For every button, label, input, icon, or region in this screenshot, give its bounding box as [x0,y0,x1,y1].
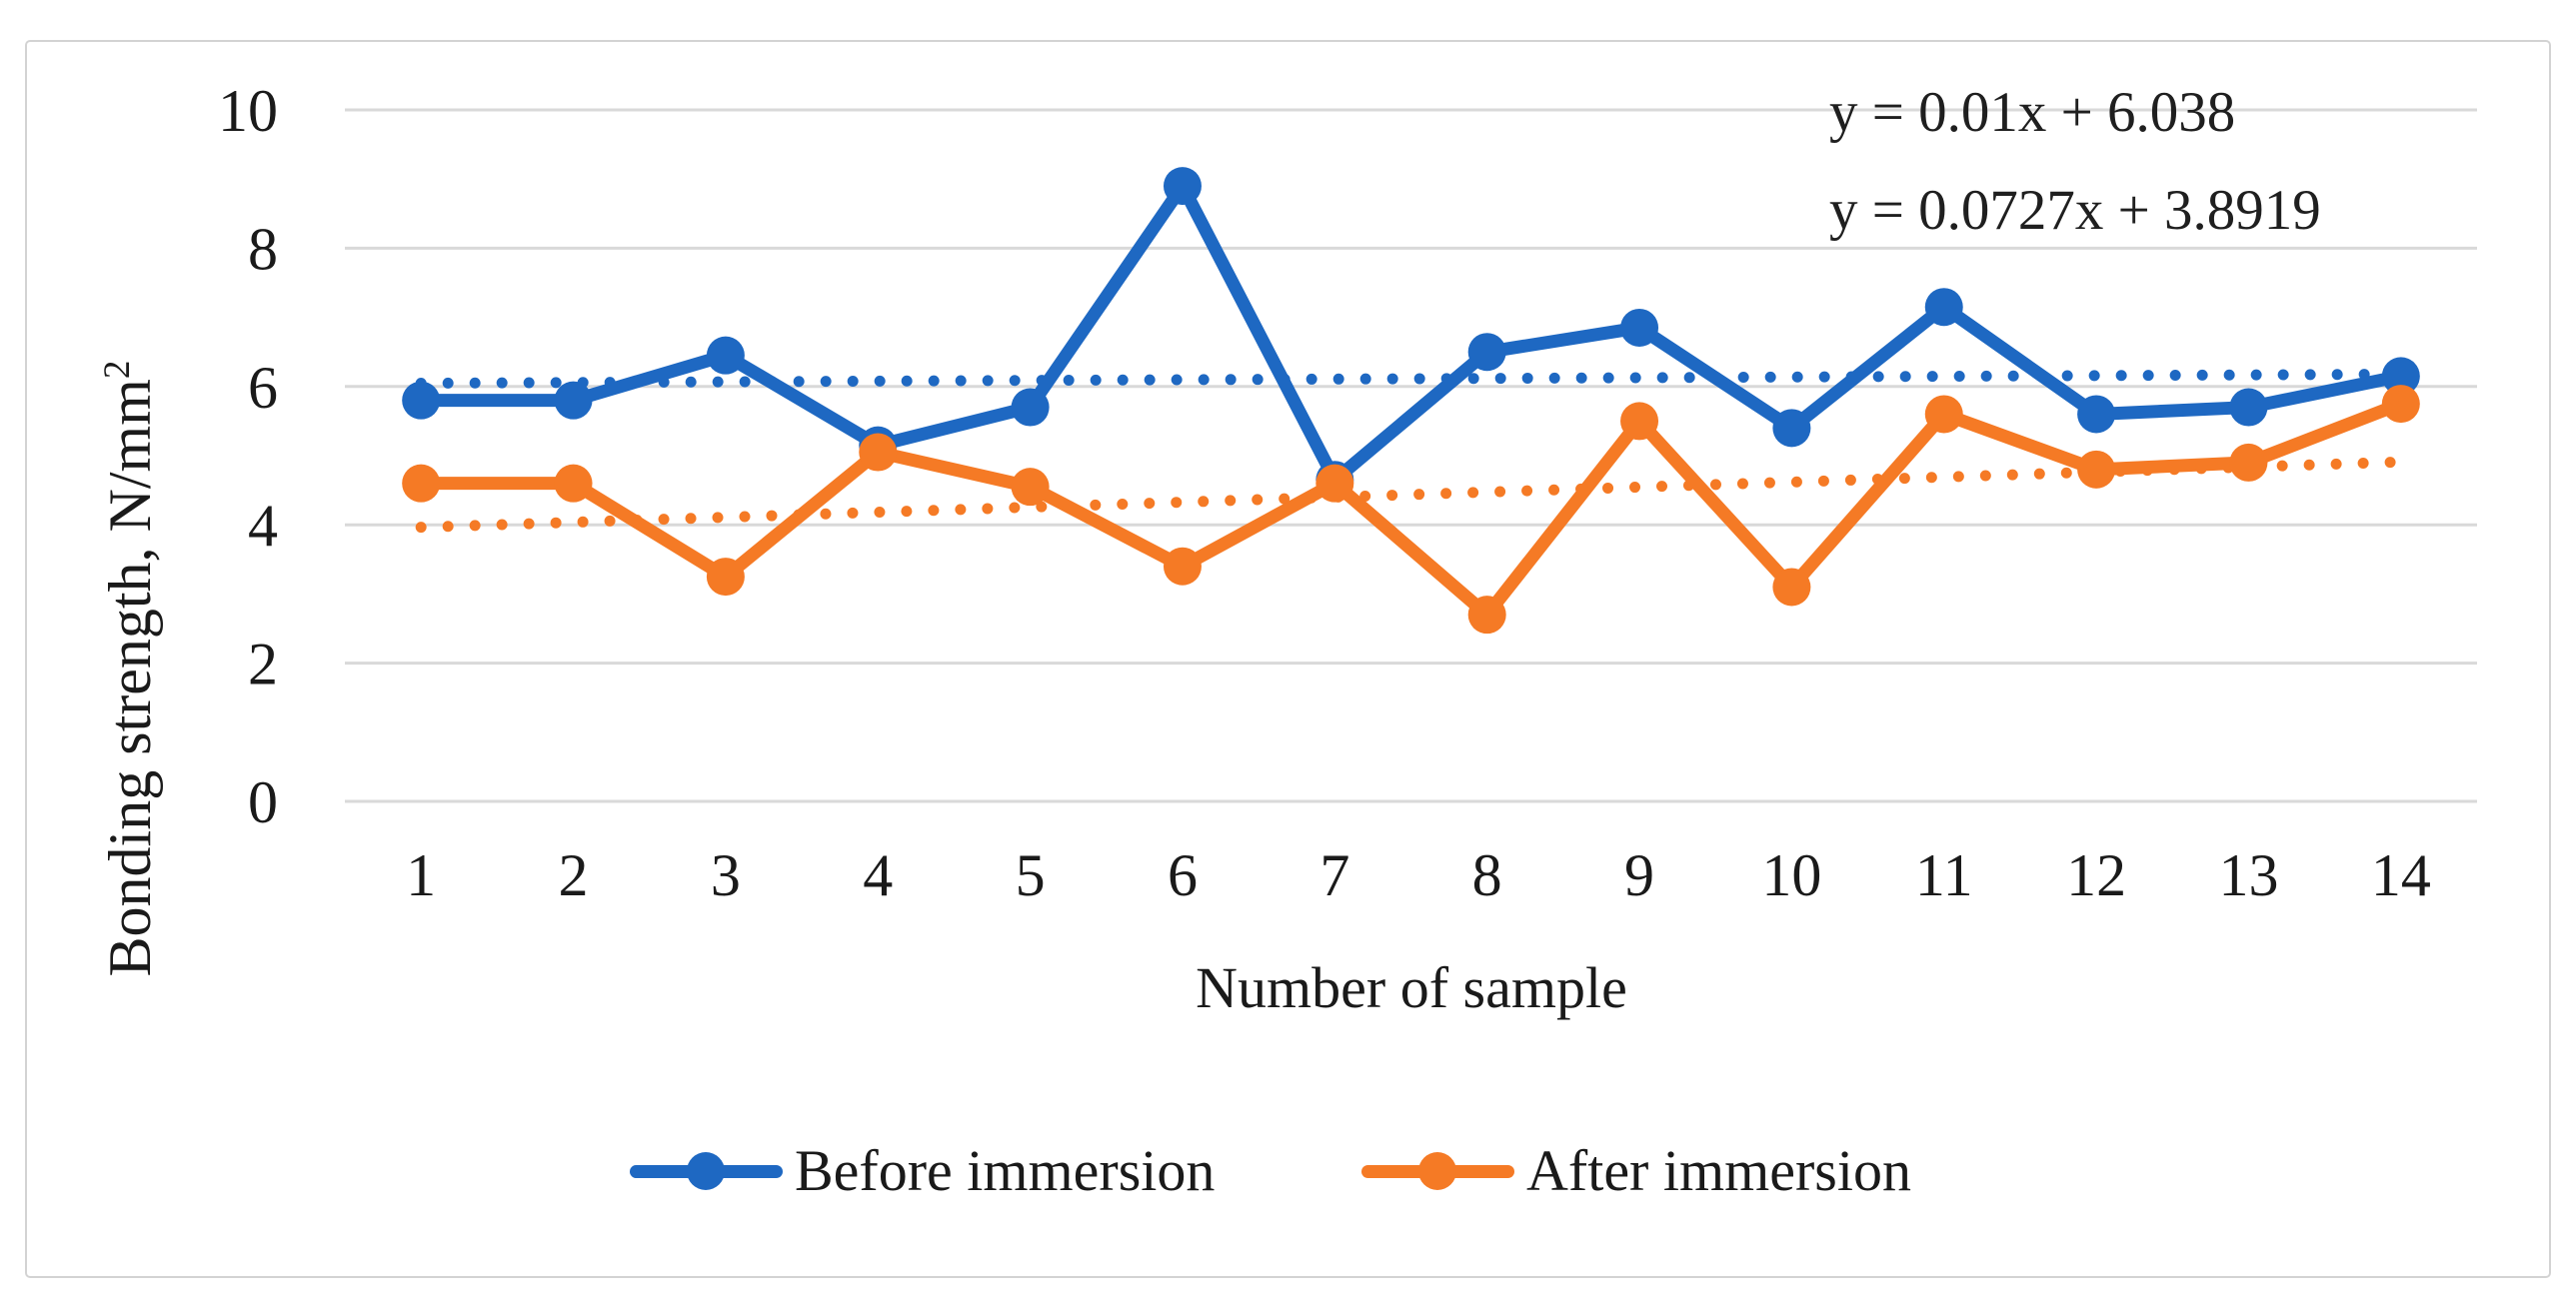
y-tick-label: 0 [248,769,278,835]
data-point-marker [554,464,593,503]
x-tick-label: 1 [406,842,436,908]
y-tick-label: 6 [248,355,278,421]
x-tick-label: 12 [2066,842,2126,908]
data-point-marker [1924,395,1963,434]
data-point-marker [706,558,745,597]
x-axis-title: Number of sample [1196,955,1627,1020]
data-point-marker [2077,395,2116,434]
data-point-marker [1467,596,1506,635]
data-point-marker [1163,167,1202,206]
data-point-marker [859,433,898,472]
trendline-equation-before: y = 0.01x + 6.038 [1829,81,2236,144]
data-point-marker [2077,450,2116,489]
legend-label-before: Before immersion [795,1138,1216,1203]
data-point-marker [1772,409,1811,448]
y-axis-title-superscript: 2 [97,360,138,380]
x-tick-label: 13 [2218,842,2278,908]
y-tick-label: 4 [248,493,278,559]
trendline [415,368,2407,389]
data-point-marker [554,381,593,420]
data-point-marker [402,381,441,420]
x-tick-label: 4 [863,842,893,908]
x-tick-label: 2 [559,842,589,908]
data-point-marker [402,464,441,503]
data-point-marker [1163,547,1202,586]
y-tick-label: 2 [248,632,278,697]
x-tick-label: 3 [711,842,741,908]
y-axis-title-text: Bonding strength, N/mm [97,379,163,977]
data-point-marker [706,336,745,375]
data-point-marker [2229,388,2268,427]
y-tick-label: 10 [218,78,278,144]
data-point-marker [1620,308,1659,347]
data-point-marker [1620,402,1659,441]
x-tick-label: 7 [1319,842,1349,908]
data-point-marker [1467,333,1506,372]
trendline-equation-after: y = 0.0727x + 3.8919 [1829,179,2321,242]
y-axis-title: Bonding strength, N/mm2 [77,119,163,1218]
figure-frame [25,40,2551,1278]
y-tick-label: 8 [248,216,278,282]
legend-marker-before [687,1152,725,1190]
x-tick-label: 14 [2371,842,2431,908]
data-point-marker [1772,568,1811,607]
data-point-marker [1924,288,1963,327]
series-line [414,397,2408,622]
x-tick-label: 10 [1761,842,1821,908]
data-point-marker [1011,388,1050,427]
x-tick-label: 6 [1168,842,1198,908]
data-point-marker [2381,385,2420,424]
legend-marker-after [1418,1152,1456,1190]
data-point-marker [2381,357,2420,396]
trendline [415,456,2407,534]
x-tick-label: 8 [1472,842,1502,908]
data-point-marker [1011,468,1050,507]
series-line [414,179,2408,487]
x-tick-label: 5 [1016,842,1046,908]
data-point-marker [1315,464,1354,503]
data-point-marker [2229,443,2268,482]
x-tick-label: 11 [1915,842,1973,908]
x-tick-label: 9 [1624,842,1654,908]
legend-label-after: After immersion [1526,1138,1911,1203]
